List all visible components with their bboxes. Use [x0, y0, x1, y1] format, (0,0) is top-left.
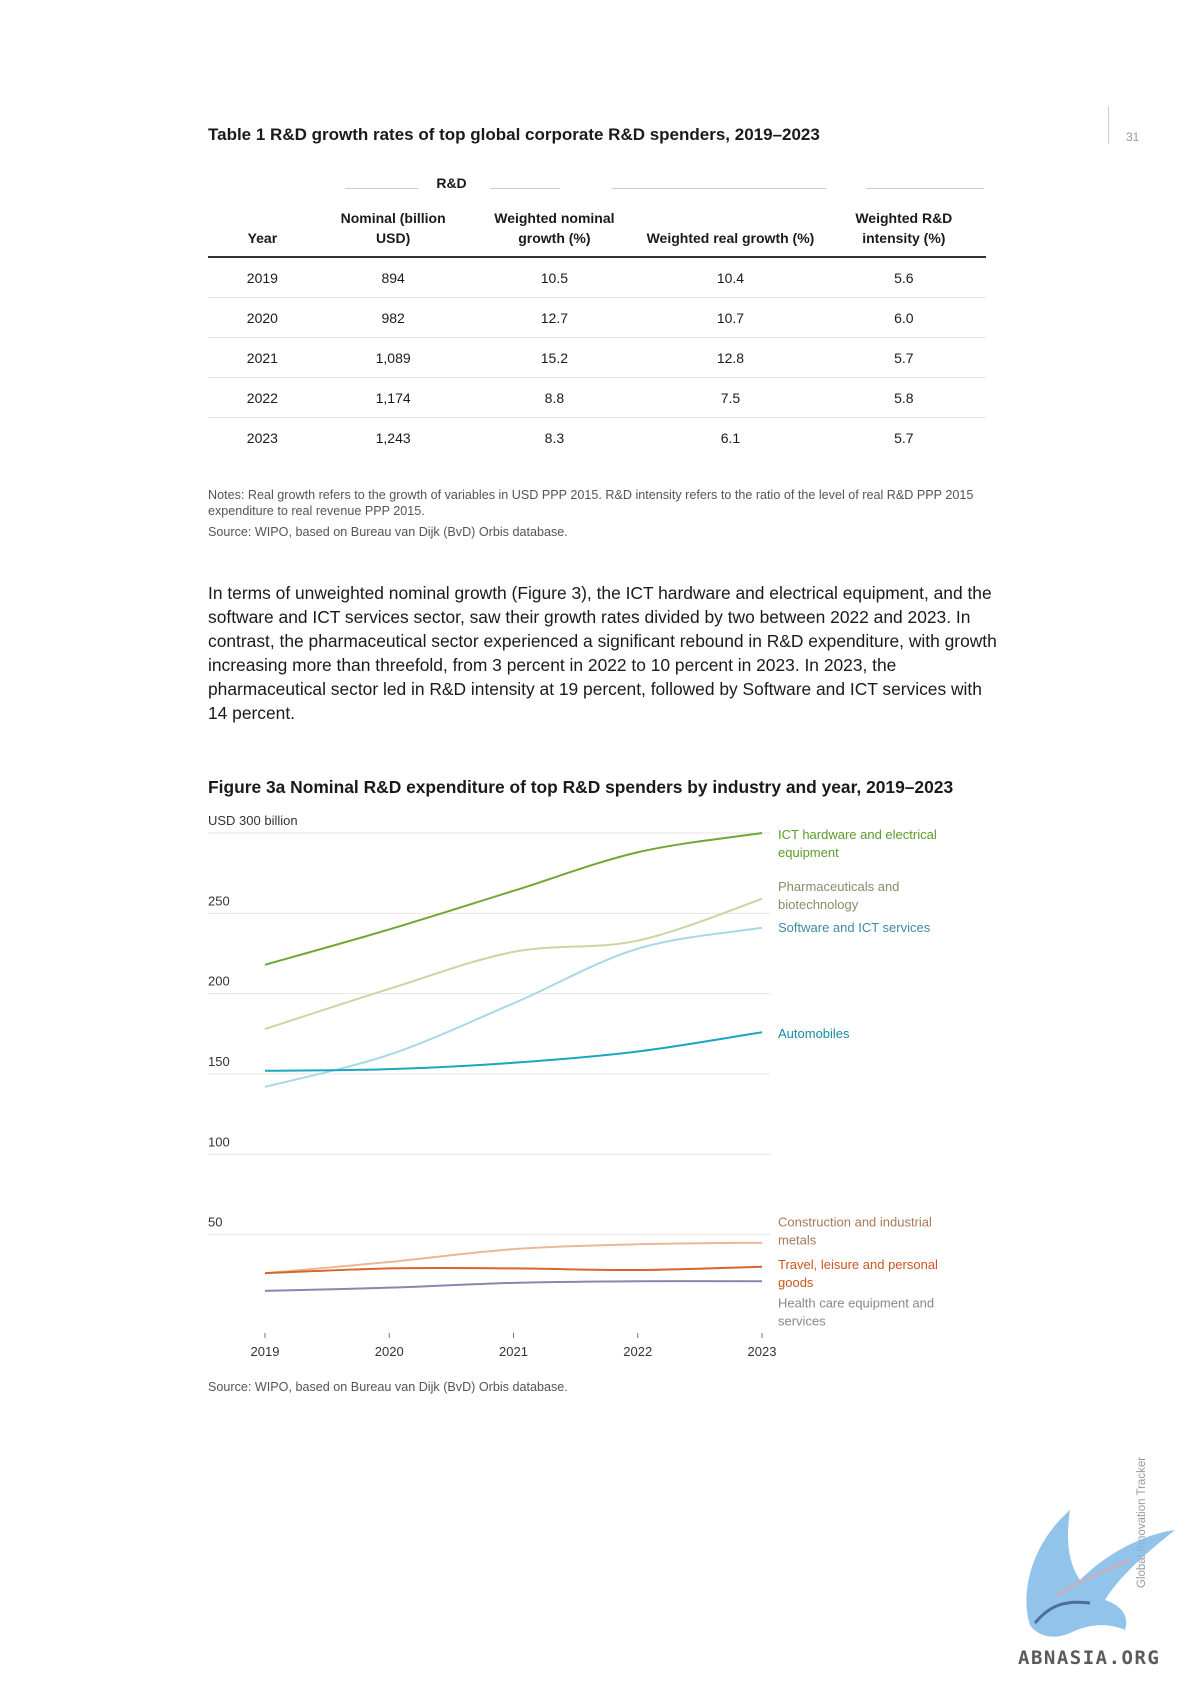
table-title: Table 1 R&D growth rates of top global c…: [208, 125, 820, 144]
series-line: [264, 1265, 763, 1275]
table-row: 2019 894 10.5 10.4 5.6: [208, 257, 986, 298]
series-line: [264, 1280, 763, 1292]
table-group-header: R&D: [436, 175, 467, 191]
y-tick-label: 200: [208, 974, 230, 989]
series-label: ICT hardware and electrical: [778, 827, 937, 842]
column-header: Weighted nominal growth (%): [469, 208, 640, 258]
series-label: Pharmaceuticals and: [778, 879, 899, 894]
group-divider: [490, 188, 560, 189]
table-cell: 10.5: [469, 257, 640, 298]
figure-title: Figure 3a Nominal R&D expenditure of top…: [208, 777, 954, 797]
body-paragraph: In terms of unweighted nominal growth (F…: [208, 583, 997, 723]
series-line: [264, 1031, 763, 1072]
y-axis-label: USD 300 billion: [208, 813, 298, 828]
series-label: Health care equipment and: [778, 1295, 934, 1310]
table-cell: 2023: [246, 429, 278, 446]
x-tick-label: 2020: [375, 1344, 404, 1359]
table-row: 2022 1,174 8.8 7.5 5.8: [208, 377, 986, 418]
table-cell: 15.2: [469, 337, 640, 378]
y-tick-label: 150: [208, 1054, 230, 1069]
watermark-text: ABNASIA.ORG: [1018, 1647, 1161, 1669]
y-tick-label: 250: [208, 893, 230, 908]
table-cell: 2020: [208, 297, 317, 338]
table-cell: 5.8: [821, 377, 986, 418]
table-header-row: Year Nominal (billion USD) Weighted nomi…: [208, 208, 986, 258]
y-tick-label: 100: [208, 1134, 230, 1149]
table-cell: 10.4: [639, 257, 822, 298]
series-label: Software and ICT services: [778, 920, 931, 935]
table-cell: 10.7: [639, 297, 822, 338]
group-divider: [866, 188, 984, 189]
series-label: biotechnology: [778, 897, 859, 912]
x-tick-label: 2021: [499, 1344, 528, 1359]
series-label: equipment: [778, 845, 839, 860]
series-label: Travel, leisure and personal: [778, 1257, 938, 1272]
table-cell: 1,089: [316, 337, 470, 378]
page-rule: [1108, 106, 1109, 144]
series-line: [264, 926, 763, 1088]
table-cell: 6.0: [821, 297, 986, 338]
table-row: 2020 982 12.7 10.7 6.0: [208, 297, 986, 338]
series-line: [264, 1241, 763, 1275]
x-tick-label: 2022: [623, 1344, 652, 1359]
y-tick-label: 50: [208, 1215, 222, 1230]
table-row: 2021 1,089 15.2 12.8 5.7: [208, 337, 986, 378]
series-label: Construction and industrial: [778, 1215, 932, 1230]
column-header: Year: [208, 208, 317, 258]
x-tick-label: 2023: [748, 1344, 777, 1359]
table-cell: 5.7: [894, 429, 914, 446]
group-divider: [345, 188, 418, 189]
table-cell: 12.8: [639, 337, 822, 378]
page-number: 31: [1126, 130, 1140, 144]
table-cell: 5.7: [821, 337, 986, 378]
table-cell: 1,243: [375, 429, 411, 446]
table-cell: 8.3: [544, 429, 565, 446]
table-cell: 2022: [208, 377, 317, 418]
table-cell: 982: [316, 297, 470, 338]
group-divider: [612, 188, 826, 189]
table-cell: 2019: [208, 257, 317, 298]
column-header: Nominal (billion USD): [316, 208, 470, 258]
table-source: Source: WIPO, based on Bureau van Dijk (…: [208, 525, 568, 539]
series-line: [264, 897, 763, 1030]
series-label: goods: [778, 1275, 814, 1290]
table-notes: Notes: Real growth refers to the growth …: [208, 488, 974, 518]
table-cell: 6.1: [720, 429, 741, 446]
bird-logo-icon: [1026, 1510, 1175, 1637]
rd-growth-table: Year Nominal (billion USD) Weighted nomi…: [208, 208, 986, 457]
x-tick-label: 2019: [251, 1344, 280, 1359]
table-cell: 12.7: [469, 297, 640, 338]
table-cell: 1,174: [316, 377, 470, 418]
table-cell: 5.6: [821, 257, 986, 298]
figure-source: Source: WIPO, based on Bureau van Dijk (…: [208, 1380, 568, 1394]
table-row: 2023 1,243 8.3 6.1 5.7: [208, 418, 986, 458]
table-cell: 7.5: [639, 377, 822, 418]
table-cell: 8.8: [469, 377, 640, 418]
series-line: [264, 832, 763, 966]
column-header: Weighted R&D intensity (%): [821, 208, 986, 258]
table-cell: 894: [316, 257, 470, 298]
table-cell: 2021: [208, 337, 317, 378]
series-label: Automobiles: [778, 1026, 850, 1041]
series-label: services: [778, 1313, 826, 1328]
column-header: Weighted real growth (%): [639, 208, 822, 258]
series-label: metals: [778, 1233, 817, 1248]
